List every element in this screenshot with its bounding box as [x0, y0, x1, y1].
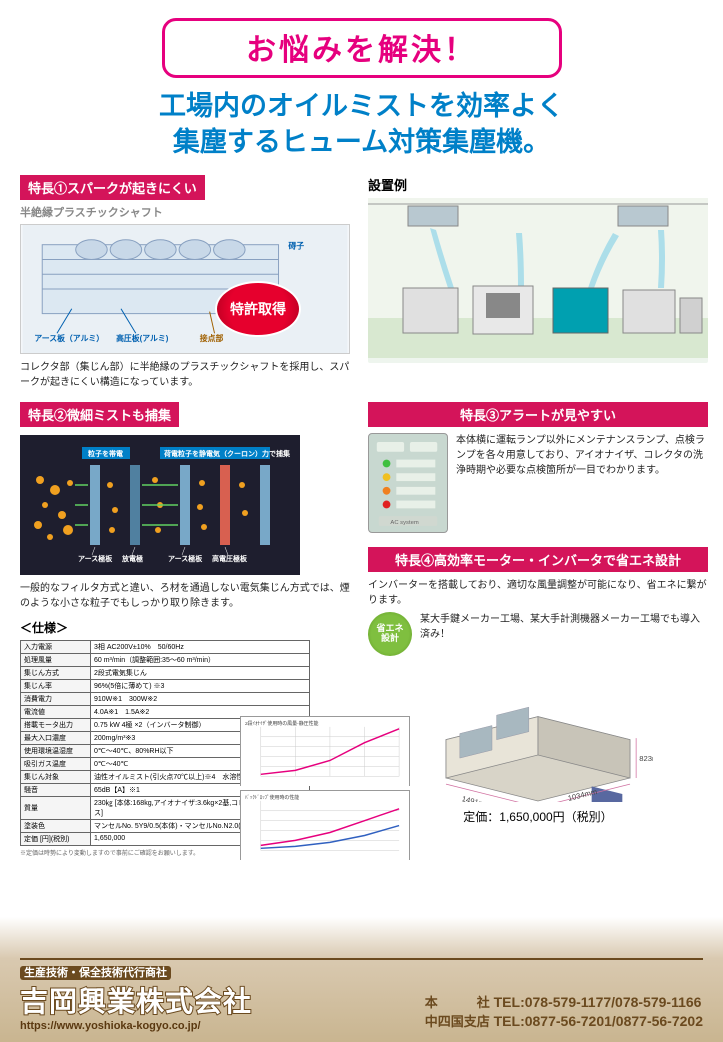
svg-text:AC system: AC system — [390, 520, 418, 526]
table-row: 消費電力910W※1 300W※2 — [21, 692, 310, 705]
table-row: 集じん率96%(5倍に薄めて) ※3 — [21, 679, 310, 692]
footer-contacts: 本 社 TEL:078-579-1177/078-579-1166 中四国支店 … — [425, 993, 703, 1032]
feature2-desc: 一般的なフィルタ方式と違い、ろ材を通過しない電気集じん方式では、煙のような小さな… — [20, 581, 350, 611]
subtitle-line2: 集塵するヒューム対策集塵機。 — [0, 124, 723, 160]
f1-label-contact: 接点部 — [200, 333, 224, 343]
svg-text:放電極: 放電極 — [121, 554, 143, 563]
feature4-note: 某大手鍵メーカー工場、某大手計測機器メーカー工場でも導入済み！ — [420, 612, 708, 642]
branch-tel: TEL:0877-56-7201/0877-56-7202 — [494, 1013, 703, 1029]
company-name: 吉岡興業株式会社 — [20, 980, 252, 1020]
footer: 生産技術・保全技術代行商社 吉岡興業株式会社 https://www.yoshi… — [0, 950, 723, 1042]
table-row: 集じん方式2段式電気集じん — [21, 666, 310, 679]
feature1-desc: コレクタ部（集じん部）に半絶縁のプラスチックシャフトを採用し、スパークが起きにく… — [20, 360, 350, 390]
svg-text:2段ｲｵﾅｲｻﾞ使用時の風量-静圧性能: 2段ｲｵﾅｲｻﾞ使用時の風量-静圧性能 — [245, 720, 319, 727]
footer-tagline: 生産技術・保全技術代行商社 — [20, 964, 252, 980]
svg-text:1491mm: 1491mm — [461, 794, 492, 802]
title-box: お悩みを解決！ — [162, 18, 562, 78]
product-illustration: 823mm 1491mm 1034mm — [423, 662, 653, 802]
feature2-tag: 特長②微細ミストも捕集 — [20, 402, 179, 427]
feature4-panel: 特長④高効率モーター・インバータで省エネ設計 インバーターを搭載しており、適切な… — [368, 547, 708, 825]
feature4-tag: 特長④高効率モーター・インバータで省エネ設計 — [368, 547, 708, 572]
subtitle: 工場内のオイルミストを効率よく 集塵するヒューム対策集塵機。 — [0, 88, 723, 161]
feature1-diagram: 碍子 アース板（アルミ） 高圧板(アルミ) 接点部 特許取得 — [20, 224, 350, 354]
feature2-diagram: 粒子を帯電 荷電粒子を静電気（クーロン）力で捕集 — [20, 435, 300, 575]
right-lower-column: 特長③アラートが見やすい AC system 本体横に運転 — [368, 402, 708, 869]
table-row: 処理風量60 m³/min（調整範囲:35～60 m³/min） — [21, 653, 310, 666]
feature3-desc: 本体横に運転ランプ以外にメンテナンスランプ、点検ランプを各々用意しており、アイオ… — [456, 433, 708, 478]
feature1-sublabel: 半絶縁プラスチックシャフト — [20, 204, 350, 220]
feature3-panel: 特長③アラートが見やすい AC system 本体横に運転 — [368, 402, 708, 533]
patent-badge: 特許取得 — [215, 281, 301, 337]
feature4-desc: インバーターを搭載しており、適切な風量調整が可能になり、省エネに繋がります。 — [368, 578, 708, 608]
svg-text:粒子を帯電: 粒子を帯電 — [88, 449, 123, 458]
hq-label: 本 社 — [425, 995, 490, 1010]
mini-chart-2: ﾊﾞｯｸﾄﾞﾛｯﾌﾟ使用時の性能 — [240, 790, 410, 860]
eco-badge: 省エネ 設計 — [368, 612, 412, 656]
spec-charts: 2段ｲｵﾅｲｻﾞ使用時の風量-静圧性能 ﾊﾞｯｸﾄﾞﾛｯﾌﾟ使用時の性能 — [240, 716, 400, 864]
feature1-panel: 特長①スパークが起きにくい 半絶縁プラスチックシャフト 碍子 アース板（アルミ） — [20, 175, 350, 390]
feature3-control-panel: AC system — [368, 433, 448, 533]
spec-title: ＜仕様＞ — [20, 619, 350, 636]
f1-label-hv: 高圧板(アルミ) — [116, 333, 169, 343]
svg-text:ﾊﾞｯｸﾄﾞﾛｯﾌﾟ使用時の性能: ﾊﾞｯｸﾄﾞﾛｯﾌﾟ使用時の性能 — [245, 794, 299, 801]
branch-label: 中四国支店 — [425, 1014, 490, 1029]
svg-text:荷電粒子を静電気（クーロン）力で捕集: 荷電粒子を静電気（クーロン）力で捕集 — [163, 449, 291, 458]
svg-text:823mm: 823mm — [639, 754, 653, 763]
hq-tel: TEL:078-579-1177/078-579-1166 — [494, 994, 702, 1010]
svg-text:高電圧極板: 高電圧極板 — [212, 554, 248, 563]
subtitle-line1: 工場内のオイルミストを効率よく — [0, 88, 723, 124]
install-label: 設置例 — [368, 175, 708, 194]
table-row: 入力電源3相 AC200V±10% 50/60Hz — [21, 640, 310, 653]
install-panel: 設置例 — [368, 175, 708, 390]
title-text: お悩みを解決！ — [246, 34, 477, 67]
f1-label-shaft: 碍子 — [288, 241, 304, 251]
svg-text:アース極板: アース極板 — [78, 554, 113, 563]
mini-chart-1: 2段ｲｵﾅｲｻﾞ使用時の風量-静圧性能 — [240, 716, 410, 786]
svg-text:アース極板: アース極板 — [168, 554, 203, 563]
install-illustration — [368, 198, 708, 363]
price: 定価：1,650,000円（税別） — [368, 808, 708, 825]
eco-badge-l2: 設計 — [381, 634, 399, 644]
feature3-tag: 特長③アラートが見やすい — [368, 402, 708, 427]
feature1-tag: 特長①スパークが起きにくい — [20, 175, 205, 200]
f1-label-earth: アース板（アルミ） — [34, 333, 104, 343]
company-url: https://www.yoshioka-kogyo.co.jp/ — [20, 1020, 252, 1032]
